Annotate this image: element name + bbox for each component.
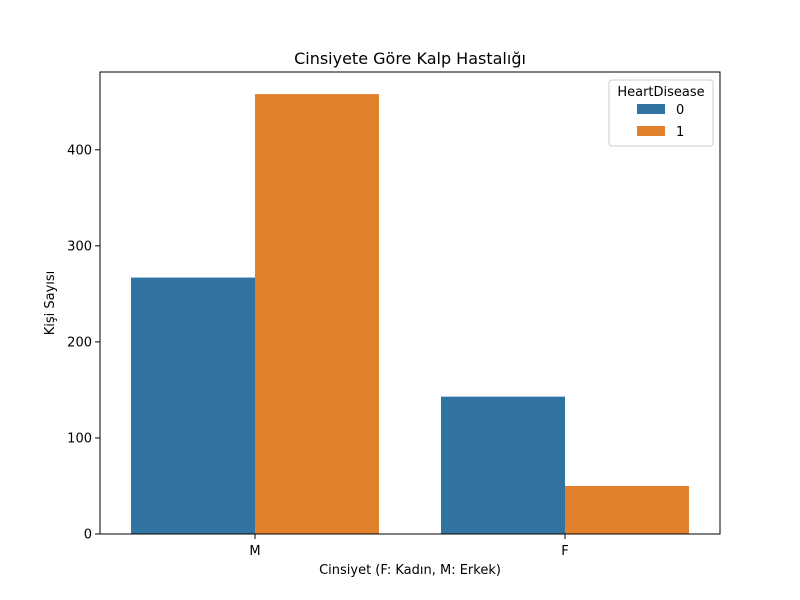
- legend: HeartDisease 01: [608, 79, 714, 147]
- y-tick-label: 200: [67, 335, 92, 350]
- y-axis-label: Kişi Sayısı: [43, 271, 58, 336]
- bar-F-series-0: [441, 396, 565, 534]
- legend-items: 01: [637, 103, 684, 140]
- y-tick-label: 100: [67, 431, 92, 446]
- legend-label-0: 0: [676, 103, 684, 118]
- legend-swatch-1: [637, 126, 665, 136]
- y-axis-ticks: 0 100 200 300 400: [67, 143, 100, 543]
- bars: [131, 94, 689, 534]
- y-tick-label: 0: [84, 528, 92, 543]
- y-tick-label: 400: [67, 143, 92, 158]
- x-tick-label: M: [249, 544, 260, 559]
- legend-title: HeartDisease: [617, 85, 704, 100]
- chart-title: Cinsiyete Göre Kalp Hastalığı: [294, 49, 526, 68]
- y-tick-label: 300: [67, 239, 92, 254]
- legend-label-1: 1: [676, 125, 684, 140]
- x-tick-label: F: [561, 544, 568, 559]
- bar-M-series-0: [131, 277, 255, 534]
- bar-M-series-1: [255, 94, 379, 534]
- x-axis-label: Cinsiyet (F: Kadın, M: Erkek): [319, 563, 501, 578]
- legend-swatch-0: [637, 104, 665, 114]
- bar-F-series-1: [565, 485, 689, 534]
- plot-frame: [99, 71, 721, 535]
